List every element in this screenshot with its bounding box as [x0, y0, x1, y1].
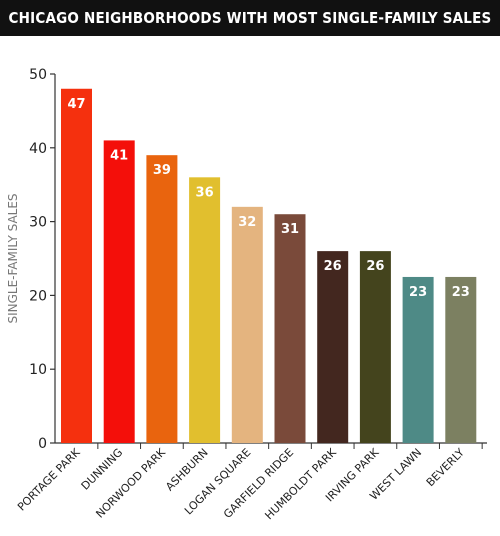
y-tick-label: 10	[29, 362, 47, 378]
bar	[359, 251, 391, 443]
data-label: 47	[67, 97, 85, 112]
y-axis-label: SINGLE-FAMILY SALES	[6, 193, 20, 323]
bar	[231, 206, 263, 443]
data-label: 41	[110, 148, 128, 163]
data-label: 31	[281, 222, 299, 237]
bar	[317, 251, 349, 443]
category-label: BEVERLY	[424, 446, 467, 489]
bar	[146, 155, 178, 443]
data-label: 23	[409, 285, 427, 300]
y-tick-label: 0	[38, 436, 47, 452]
category-label: HUMBOLDT PARK	[262, 445, 339, 522]
bar	[402, 276, 434, 443]
y-tick-label: 50	[29, 67, 47, 83]
data-label: 32	[238, 215, 256, 230]
data-label: 39	[153, 163, 171, 178]
bar	[103, 140, 135, 444]
data-label: 26	[366, 259, 384, 274]
bar	[61, 88, 92, 443]
data-label: 26	[324, 259, 342, 274]
bar	[189, 177, 221, 443]
data-label: 23	[452, 285, 470, 300]
y-tick-label: 40	[29, 141, 47, 157]
bar	[274, 214, 306, 443]
bar	[445, 276, 477, 443]
data-label: 36	[196, 185, 214, 200]
title-bar: CHICAGO NEIGHBORHOODS WITH MOST SINGLE-F…	[0, 0, 500, 36]
category-label: PORTAGE PARK	[15, 445, 83, 513]
chart-title: CHICAGO NEIGHBORHOODS WITH MOST SINGLE-F…	[8, 9, 492, 27]
y-tick-label: 20	[29, 288, 47, 304]
y-tick-label: 30	[29, 215, 47, 231]
